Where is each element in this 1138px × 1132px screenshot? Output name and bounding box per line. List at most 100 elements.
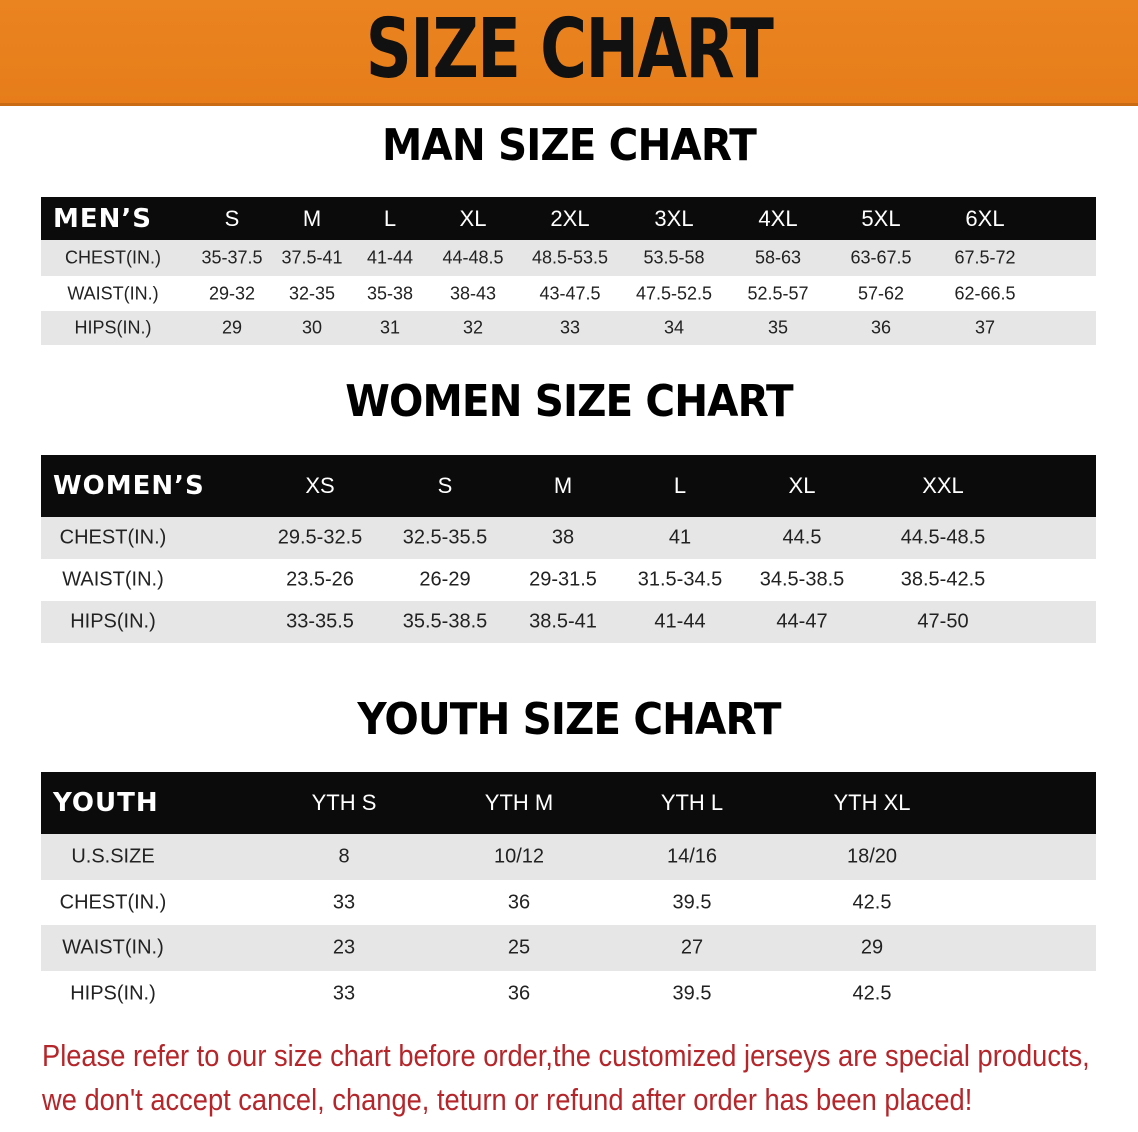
table-cell: 44.5-48.5 xyxy=(900,526,986,549)
table-cell: 57-62 xyxy=(857,283,905,303)
table-header-row: YOUTH YTH S YTH M YTH L YTH XL xyxy=(41,772,1096,834)
size-header: M xyxy=(553,473,573,498)
table-cell: 26-29 xyxy=(419,568,471,591)
table-cell: 29-32 xyxy=(208,283,256,303)
table-header-row: MEN’S S M L XL 2XL 3XL 4XL 5XL 6XL xyxy=(41,197,1096,240)
table-cell: 33-35.5 xyxy=(286,610,354,633)
youth-size-table: YOUTH YTH S YTH M YTH L YTH XL U.S.SIZE 8 10/12… xyxy=(41,772,1096,1016)
size-header: L xyxy=(673,473,687,498)
note-line-1: Please refer to our size chart before or… xyxy=(42,1038,1090,1073)
size-header: 2XL xyxy=(550,205,590,231)
table-cell: 38.5-42.5 xyxy=(900,568,986,591)
table-cell: 35-38 xyxy=(366,283,414,303)
table-title: YOUTH xyxy=(53,788,159,818)
size-header: 3XL xyxy=(654,205,694,231)
table-cell: 32.5-35.5 xyxy=(402,526,488,549)
table-row: WAIST(IN.) 29-32 32-35 35-38 38-43 43-47.5 47.… xyxy=(41,276,1096,311)
table-cell: 10/12 xyxy=(493,845,545,868)
table-cell: 37 xyxy=(974,317,996,338)
table-cell: 67.5-72 xyxy=(954,247,1016,268)
table-cell: 31 xyxy=(379,317,401,338)
row-label: CHEST(IN.) xyxy=(59,526,167,549)
table-cell: 35 xyxy=(767,317,789,338)
table-cell: 43-47.5 xyxy=(539,283,601,303)
table-cell: 14/16 xyxy=(666,845,718,868)
size-header: XS xyxy=(305,473,335,498)
table-row: HIPS(IN.) 33 36 39.5 42.5 xyxy=(41,971,1096,1016)
table-cell: 47.5-52.5 xyxy=(635,283,713,303)
table-cell: 38-43 xyxy=(449,283,497,303)
size-header: XL xyxy=(788,473,816,498)
row-label: WAIST(IN.) xyxy=(62,568,164,591)
row-label: WAIST(IN.) xyxy=(67,283,159,303)
row-label: CHEST(IN.) xyxy=(59,891,167,913)
table-cell: 31.5-34.5 xyxy=(637,568,723,591)
table-row: CHEST(IN.) 29.5-32.5 32.5-35.5 38 41 44.5 44.5… xyxy=(41,517,1096,559)
table-cell: 38.5-41 xyxy=(529,610,597,633)
table-cell: 25 xyxy=(507,936,531,959)
size-header: XL xyxy=(459,205,487,231)
table-cell: 47-50 xyxy=(917,610,969,633)
size-header: YTH S xyxy=(311,790,377,815)
table-cell: 39.5 xyxy=(672,982,712,1004)
table-cell: 18/20 xyxy=(846,845,898,868)
size-header: YTH M xyxy=(484,790,554,815)
table-cell: 62-66.5 xyxy=(954,283,1016,303)
table-cell: 32 xyxy=(462,317,484,338)
size-header: YTH XL xyxy=(833,790,911,815)
table-row: CHEST(IN.) 35-37.5 37.5-41 41-44 44-48.5 48.5… xyxy=(41,240,1096,276)
size-header: S xyxy=(437,473,453,498)
table-cell: 36 xyxy=(870,317,892,338)
table-cell: 33 xyxy=(332,891,356,913)
table-cell: 53.5-58 xyxy=(643,247,705,268)
row-label: HIPS(IN.) xyxy=(74,317,152,338)
table-cell: 29-31.5 xyxy=(529,568,597,591)
table-cell: 30 xyxy=(301,317,323,338)
table-cell: 35-37.5 xyxy=(201,247,263,268)
row-label: CHEST(IN.) xyxy=(65,247,161,268)
table-cell: 35.5-38.5 xyxy=(402,610,488,633)
row-label: WAIST(IN.) xyxy=(62,936,164,959)
size-header: S xyxy=(224,205,240,231)
men-size-table: MEN’S S M L XL 2XL 3XL 4XL 5XL 6XL CHEST(IN.) 35-37… xyxy=(41,197,1096,345)
table-cell: 36 xyxy=(507,982,531,1004)
note-line-2: we don't accept cancel, change, teturn o… xyxy=(42,1082,973,1117)
women-size-table: WOMEN’S XS S M L XL XXL CHEST(IN.) 29.5-32.5 32.5… xyxy=(41,455,1096,643)
table-cell: 52.5-57 xyxy=(747,283,809,303)
table-cell: 44-47 xyxy=(776,610,828,633)
table-cell: 33 xyxy=(559,317,581,338)
table-cell: 58-63 xyxy=(754,247,802,268)
table-row: HIPS(IN.) 33-35.5 35.5-38.5 38.5-41 41-44 44-… xyxy=(41,601,1096,643)
table-cell: 38 xyxy=(551,526,575,549)
table-cell: 41-44 xyxy=(654,610,706,633)
banner-title: SIZE CHART xyxy=(365,2,774,97)
table-cell: 37.5-41 xyxy=(281,247,343,268)
size-header: 6XL xyxy=(965,205,1005,231)
table-cell: 34.5-38.5 xyxy=(759,568,845,591)
size-header: 5XL xyxy=(861,205,901,231)
table-cell: 44.5 xyxy=(782,526,822,549)
table-cell: 29 xyxy=(860,936,884,959)
table-cell: 8 xyxy=(338,845,350,868)
table-cell: 33 xyxy=(332,982,356,1004)
banner: SIZE CHART xyxy=(0,0,1138,106)
row-label: U.S.SIZE xyxy=(71,845,155,868)
row-label: HIPS(IN.) xyxy=(70,982,156,1004)
men-section-title: MAN SIZE CHART xyxy=(382,120,757,171)
table-header-row: WOMEN’S XS S M L XL XXL xyxy=(41,455,1096,517)
women-section-title: WOMEN SIZE CHART xyxy=(345,376,793,427)
table-row: U.S.SIZE 8 10/12 14/16 18/20 xyxy=(41,834,1096,880)
table-cell: 29 xyxy=(221,317,243,338)
table-cell: 42.5 xyxy=(852,891,892,913)
table-cell: 34 xyxy=(663,317,685,338)
table-cell: 39.5 xyxy=(672,891,712,913)
table-row: CHEST(IN.) 33 36 39.5 42.5 xyxy=(41,880,1096,925)
table-row: WAIST(IN.) 23 25 27 29 xyxy=(41,925,1096,971)
table-cell: 41-44 xyxy=(366,247,414,268)
table-cell: 44-48.5 xyxy=(442,247,504,268)
table-cell: 29.5-32.5 xyxy=(277,526,363,549)
table-cell: 23.5-26 xyxy=(286,568,354,591)
table-cell: 63-67.5 xyxy=(850,247,912,268)
size-header: 4XL xyxy=(758,205,798,231)
table-row: HIPS(IN.) 29 30 31 32 33 34 35 36 37 xyxy=(41,311,1096,345)
